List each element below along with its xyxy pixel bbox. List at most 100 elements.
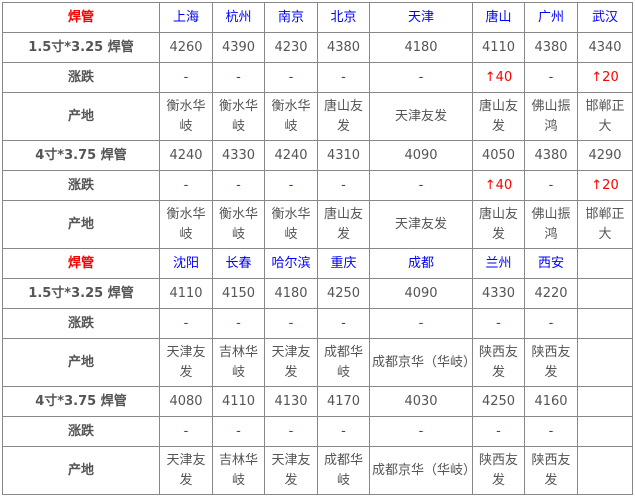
origin-cell: 衡水华岐: [159, 92, 213, 141]
row-label: 1.5寸*3.25 焊管: [2, 32, 160, 63]
city-header: 上海: [159, 2, 213, 33]
price-cell: [577, 278, 633, 309]
city-header: 南京: [264, 2, 318, 33]
origin-cell: 陕西友发: [472, 446, 525, 495]
change-row: 涨跌 - - - - - - -: [2, 308, 633, 339]
change-cell: ↑20: [577, 170, 633, 201]
change-cell: -: [159, 62, 213, 93]
origin-cell: 成都京华（华岐）: [369, 446, 476, 495]
origin-row: 产地 天津友发 吉林华岐 天津友发 成都华岐 成都京华（华岐） 陕西友发 陕西友发: [2, 446, 633, 495]
price-cell: 4240: [264, 140, 318, 171]
origin-cell: 吉林华岐: [212, 446, 265, 495]
change-cell: -: [212, 170, 265, 201]
change-row: 涨跌 - - - - - ↑40- ↑20: [2, 62, 633, 93]
change-cell: -: [524, 416, 578, 447]
change-cell: -: [317, 308, 370, 339]
origin-cell: 唐山友发: [472, 200, 525, 249]
origin-cell: 陕西友发: [472, 338, 525, 387]
change-cell: -: [317, 416, 370, 447]
row-label: 产地: [2, 446, 160, 495]
origin-cell: 佛山振鸿: [524, 92, 578, 141]
city-header: 唐山: [472, 2, 525, 33]
origin-cell: 唐山友发: [472, 92, 525, 141]
price-cell: 4240: [159, 140, 213, 171]
price-cell: 4330: [472, 278, 525, 309]
city-header: 广州: [524, 2, 578, 33]
change-cell: -: [317, 62, 370, 93]
price-cell: 4090: [369, 140, 473, 171]
price-cell: 4250: [317, 278, 370, 309]
steel-pipe-price-table: 焊管 上海 杭州 南京 北京 天津 唐山 广州 武汉 1.5寸*3.25 焊管 4260 4390 42…: [2, 2, 633, 495]
price-cell: 4340: [577, 32, 633, 63]
city-header: 重庆: [317, 248, 370, 279]
price-cell: 4380: [317, 32, 370, 63]
origin-cell: 衡水华岐: [212, 92, 265, 141]
city-header: 长春: [212, 248, 265, 279]
price-cell: 4250: [472, 386, 525, 417]
price-cell: 4150: [212, 278, 265, 309]
origin-row: 产地 天津友发 吉林华岐 天津友发 成都华岐 成都京华（华岐） 陕西友发 陕西友发: [2, 338, 633, 387]
origin-cell: 天津友发: [369, 92, 473, 141]
price-cell: 4220: [524, 278, 578, 309]
price-cell: [577, 386, 633, 417]
change-cell: -: [524, 170, 578, 201]
change-cell: [577, 308, 633, 339]
origin-cell: 衡水华岐: [159, 200, 213, 249]
origin-cell: 邯郸正大: [577, 200, 633, 249]
change-cell: -: [317, 170, 370, 201]
change-cell: -: [369, 62, 473, 93]
origin-cell: 邯郸正大: [577, 92, 633, 141]
header-label: 焊管: [2, 248, 160, 279]
origin-cell: 衡水华岐: [212, 200, 265, 249]
change-cell: -: [264, 62, 318, 93]
change-cell: -: [264, 308, 318, 339]
header-label: 焊管: [2, 2, 160, 33]
price-cell: 4130: [264, 386, 318, 417]
price-cell: 4170: [317, 386, 370, 417]
price-cell: 4080: [159, 386, 213, 417]
price-cell: 4110: [159, 278, 213, 309]
city-header: 西安: [524, 248, 578, 279]
change-cell: -: [159, 170, 213, 201]
price-cell: 4030: [369, 386, 473, 417]
city-header: 哈尔滨: [264, 248, 318, 279]
origin-cell: 唐山友发: [317, 92, 370, 141]
change-cell: [577, 416, 633, 447]
price-cell: 4110: [212, 386, 265, 417]
price-cell: 4110: [472, 32, 525, 63]
city-header: 天津: [369, 2, 473, 33]
price-cell: 4180: [264, 278, 318, 309]
city-header: [577, 248, 633, 279]
origin-cell: 衡水华岐: [264, 92, 318, 141]
price-cell: 4380: [524, 32, 578, 63]
price-row: 1.5寸*3.25 焊管 4110 4150 4180 4250 4090 4330 4220: [2, 278, 633, 309]
city-header: 杭州: [212, 2, 265, 33]
price-cell: 4230: [264, 32, 318, 63]
change-cell: -: [159, 416, 213, 447]
city-header: 沈阳: [159, 248, 213, 279]
change-cell: -: [472, 308, 525, 339]
change-cell: -: [212, 62, 265, 93]
origin-cell: [577, 446, 633, 495]
change-cell: -: [212, 308, 265, 339]
header-row: 焊管 上海 杭州 南京 北京 天津 唐山 广州 武汉: [2, 2, 633, 33]
row-label: 1.5寸*3.25 焊管: [2, 278, 160, 309]
origin-cell: 天津友发: [159, 446, 213, 495]
origin-cell: 成都京华（华岐）: [369, 338, 476, 387]
city-header: 成都: [369, 248, 473, 279]
price-cell: 4330: [212, 140, 265, 171]
origin-cell: [577, 338, 633, 387]
row-label: 4寸*3.75 焊管: [2, 386, 160, 417]
origin-cell: 陕西友发: [524, 446, 578, 495]
table-body: 焊管 上海 杭州 南京 北京 天津 唐山 广州 武汉 1.5寸*3.25 焊管 4260 4390 42…: [2, 2, 633, 495]
row-label: 涨跌: [2, 170, 160, 201]
origin-cell: 陕西友发: [524, 338, 578, 387]
change-cell: -: [212, 416, 265, 447]
origin-cell: 唐山友发: [317, 200, 370, 249]
change-cell: -: [472, 416, 525, 447]
origin-cell: 天津友发: [264, 446, 318, 495]
origin-cell: 天津友发: [159, 338, 213, 387]
change-cell: -: [369, 170, 473, 201]
change-cell: -: [524, 62, 578, 93]
price-cell: 4390: [212, 32, 265, 63]
